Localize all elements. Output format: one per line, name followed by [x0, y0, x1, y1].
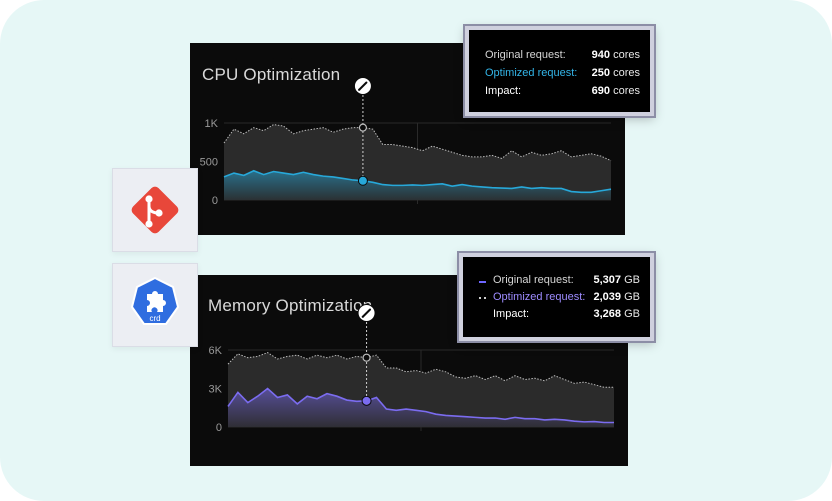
- memory-edit-pencil-icon[interactable]: [357, 304, 376, 322]
- cpu-optimized-point[interactable]: [357, 175, 368, 186]
- memory-chart-panel: Memory Optimization 6K 3K 0: [190, 275, 628, 466]
- memory-chart-title: Memory Optimization: [208, 296, 373, 315]
- cpu-chart: 1K 500 0: [200, 77, 612, 207]
- git-logo-icon: [131, 186, 179, 234]
- memory-original-label: Original request:: [493, 274, 574, 286]
- memory-original-value: 5,307 GB: [593, 274, 641, 286]
- cpu-original-point: [358, 123, 368, 132]
- memory-optimized-area: [228, 388, 614, 427]
- kubernetes-crd-icon: crd: [130, 276, 180, 325]
- memory-chart: 6K 3K 0: [209, 304, 614, 434]
- cpu-impact-label: Impact:: [485, 85, 522, 97]
- cpu-original-value: 940 cores: [591, 49, 640, 61]
- memory-y-tick-label: 0: [216, 422, 222, 434]
- memory-impact-value: 3,268 GB: [593, 308, 641, 320]
- memory-tooltip: Original request: 5,307 GB Optimized req…: [459, 253, 654, 341]
- cpu-tooltip: Original request: 940 cores Optimized re…: [465, 26, 654, 116]
- cpu-original-label: Original request:: [485, 49, 566, 61]
- cpu-edit-pencil-icon[interactable]: [353, 77, 372, 95]
- optimized-legend-line: [479, 297, 486, 299]
- memory-y-tick-label: 6K: [209, 345, 223, 357]
- memory-original-line: [227, 352, 614, 388]
- memory-impact-label: Impact:: [493, 308, 530, 320]
- memory-y-tick-label: 3K: [209, 384, 223, 396]
- memory-optimized-label: Optimized request:: [493, 291, 586, 303]
- cpu-optimized-label: Optimized request:: [485, 67, 578, 79]
- crd-icon-card: crd: [112, 263, 198, 347]
- cpu-y-tick-label: 1K: [205, 118, 219, 130]
- crd-label: crd: [149, 314, 160, 323]
- memory-optimized-value: 2,039 GB: [593, 291, 641, 303]
- cpu-optimized-line: [223, 169, 612, 194]
- original-legend-line: [479, 281, 486, 283]
- cpu-y-tick-label: 500: [200, 157, 218, 169]
- cpu-y-tick-label: 0: [212, 195, 218, 207]
- cpu-impact-value: 690 cores: [591, 85, 640, 97]
- git-icon-card: [112, 168, 198, 252]
- memory-optimized-point[interactable]: [361, 395, 372, 406]
- cpu-chart-title: CPU Optimization: [202, 65, 341, 84]
- memory-original-point: [362, 353, 371, 362]
- cpu-optimized-value: 250 cores: [591, 67, 640, 79]
- cpu-original-line: [223, 124, 612, 162]
- memory-optimized-line: [227, 387, 614, 424]
